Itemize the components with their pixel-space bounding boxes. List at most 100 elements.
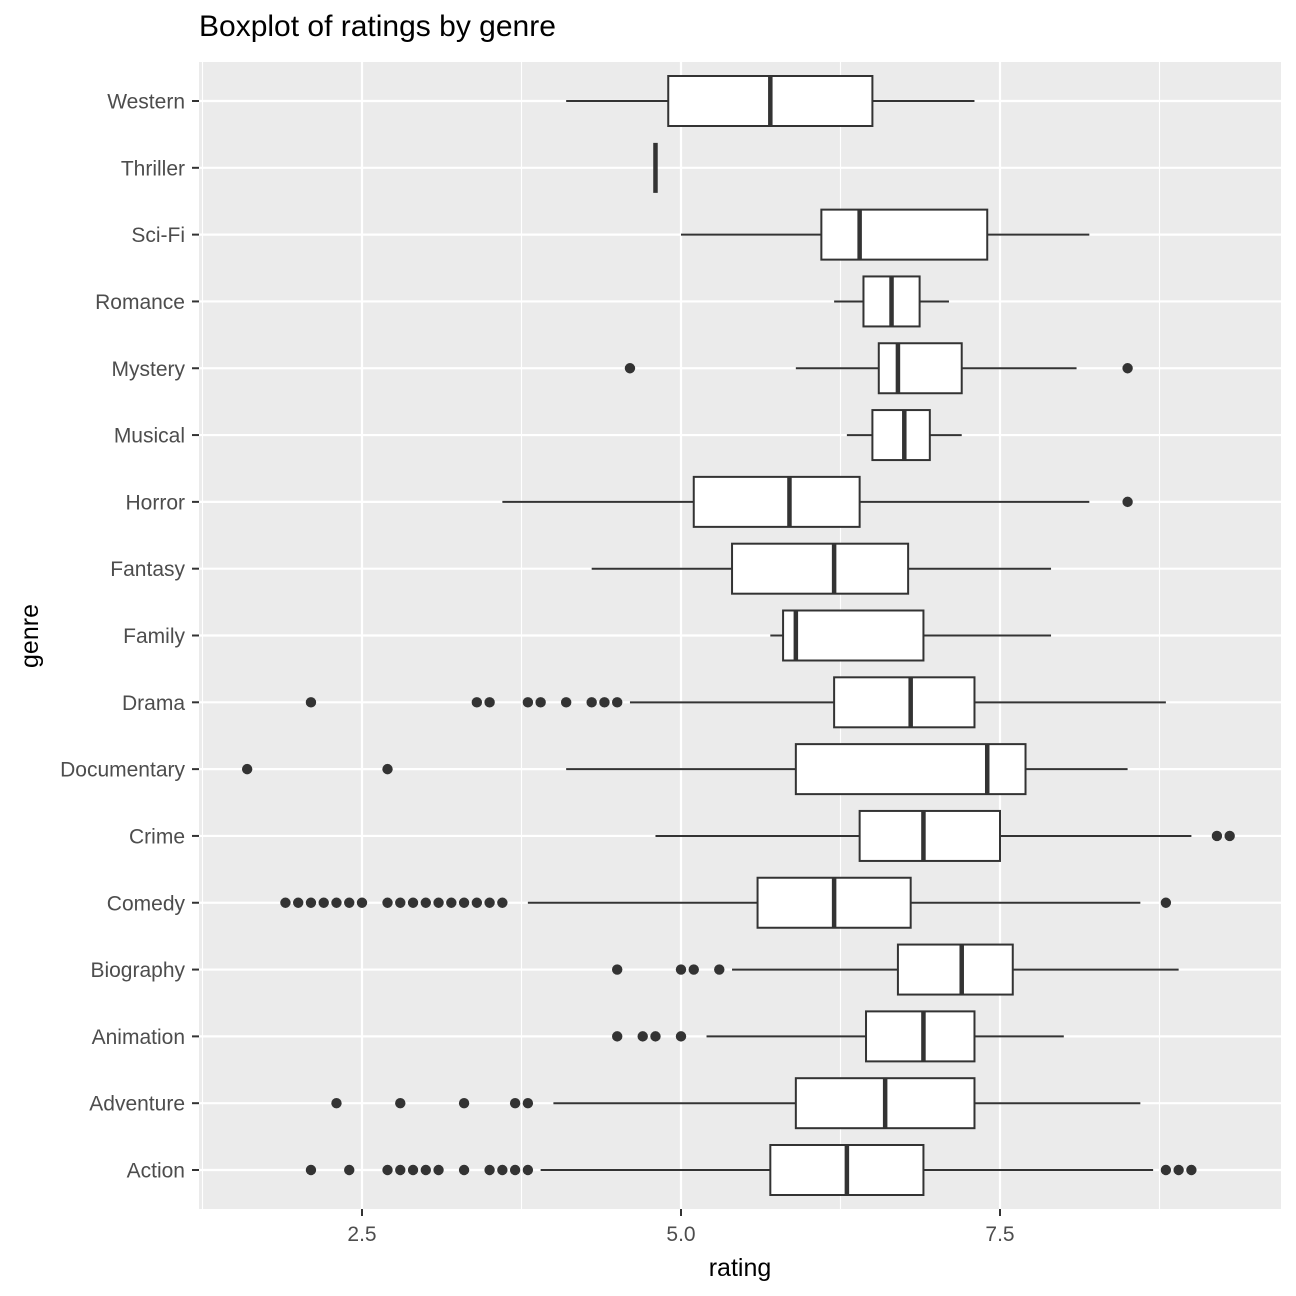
iqr-box xyxy=(896,943,1014,996)
x-tick-label: 2.5 xyxy=(347,1223,376,1246)
outlier-point xyxy=(433,1164,444,1176)
outlier-point xyxy=(688,964,699,975)
box-mystery xyxy=(624,342,1133,395)
outlier-point xyxy=(458,1097,470,1109)
outlier-point xyxy=(471,697,483,708)
outlier-point xyxy=(522,1164,534,1176)
y-tick-label: Animation xyxy=(92,1026,185,1049)
y-tick-label: Romance xyxy=(95,291,185,314)
outlier-point xyxy=(433,897,444,908)
box-biography xyxy=(612,943,1179,996)
box-drama xyxy=(305,676,1166,729)
y-tick-label: Horror xyxy=(125,491,185,514)
outlier-point xyxy=(1173,1164,1184,1176)
y-tick-label: Action xyxy=(127,1160,185,1183)
outlier-point xyxy=(612,697,623,708)
outlier-point xyxy=(318,897,329,908)
outlier-point xyxy=(305,697,317,708)
box-sci-fi xyxy=(681,208,1090,261)
outlier-point xyxy=(650,1031,661,1042)
box-adventure xyxy=(331,1077,1141,1130)
y-tick-label: Musical xyxy=(114,425,185,448)
iqr-box xyxy=(865,1010,976,1063)
boxes-layer xyxy=(241,75,1235,1196)
outlier-point xyxy=(305,1164,317,1176)
y-tick-label: Sci-Fi xyxy=(131,224,185,247)
outlier-point xyxy=(509,1097,521,1109)
y-tick-label: Biography xyxy=(90,959,185,982)
iqr-box xyxy=(833,676,976,729)
y-tick-label: Comedy xyxy=(107,892,186,915)
outlier-point xyxy=(241,763,253,775)
outlier-point xyxy=(305,897,317,908)
outlier-point xyxy=(420,1164,431,1176)
outlier-point xyxy=(484,897,495,908)
outlier-point xyxy=(612,964,623,975)
y-tick-label: Crime xyxy=(129,825,185,848)
outlier-point xyxy=(331,1097,342,1109)
iqr-box xyxy=(820,208,989,261)
y-tick-label: Documentary xyxy=(60,759,185,782)
outlier-point xyxy=(331,897,342,908)
outlier-point xyxy=(382,1164,393,1176)
iqr-box xyxy=(794,743,1027,796)
outlier-point xyxy=(395,897,406,908)
box-comedy xyxy=(280,876,1172,929)
y-tick-label: Thriller xyxy=(121,157,185,180)
outlier-point xyxy=(407,1164,419,1176)
x-tick-label: 7.5 xyxy=(985,1223,1014,1246)
iqr-box xyxy=(731,542,910,595)
iqr-box xyxy=(782,609,925,662)
outlier-point xyxy=(1160,1164,1172,1176)
outlier-point xyxy=(637,1031,648,1042)
outlier-point xyxy=(522,697,534,708)
y-axis: Action Adventure Animation Biography Comedy C… xyxy=(60,91,199,1183)
box-musical xyxy=(846,409,962,462)
x-tick-label: 5.0 xyxy=(666,1223,695,1246)
outlier-point xyxy=(382,897,393,908)
y-axis-title: genre xyxy=(16,604,44,668)
outlier-point xyxy=(395,1164,406,1176)
x-axis: 2.5 5.0 7.5 xyxy=(347,1209,1015,1246)
outlier-point xyxy=(1224,830,1235,842)
outlier-point xyxy=(1160,897,1172,908)
outlier-point xyxy=(714,964,725,975)
outlier-point xyxy=(675,964,687,975)
box-horror xyxy=(502,475,1133,528)
iqr-box xyxy=(871,409,931,462)
outlier-point xyxy=(356,897,368,908)
outlier-point xyxy=(293,897,304,908)
iqr-box xyxy=(858,809,1002,862)
outlier-point xyxy=(1186,1164,1197,1176)
outlier-point xyxy=(344,897,355,908)
y-tick-label: Drama xyxy=(122,692,185,715)
outlier-point xyxy=(484,697,495,708)
chart-title: Boxplot of ratings by genre xyxy=(199,10,556,43)
y-tick-label: Family xyxy=(123,625,185,648)
iqr-box xyxy=(877,342,963,395)
outlier-point xyxy=(509,1164,521,1176)
outlier-point xyxy=(624,363,636,374)
outlier-point xyxy=(560,697,572,708)
box-animation xyxy=(612,1010,1064,1063)
outlier-point xyxy=(471,897,483,908)
outlier-point xyxy=(280,897,291,908)
box-crime xyxy=(655,809,1235,862)
iqr-box xyxy=(692,475,861,528)
box-documentary xyxy=(241,743,1128,796)
outlier-point xyxy=(382,763,393,775)
outlier-point xyxy=(535,697,546,708)
outlier-point xyxy=(1122,363,1133,374)
outlier-point xyxy=(586,697,597,708)
outlier-point xyxy=(446,897,457,908)
outlier-point xyxy=(522,1097,534,1109)
outlier-point xyxy=(458,897,470,908)
y-tick-label: Mystery xyxy=(112,358,186,381)
x-axis-title: rating xyxy=(709,1254,772,1282)
box-fantasy xyxy=(591,542,1052,595)
y-tick-label: Adventure xyxy=(89,1093,185,1116)
outlier-point xyxy=(1211,830,1223,842)
box-romance xyxy=(834,275,949,328)
outlier-point xyxy=(497,897,508,908)
outlier-point xyxy=(420,897,431,908)
